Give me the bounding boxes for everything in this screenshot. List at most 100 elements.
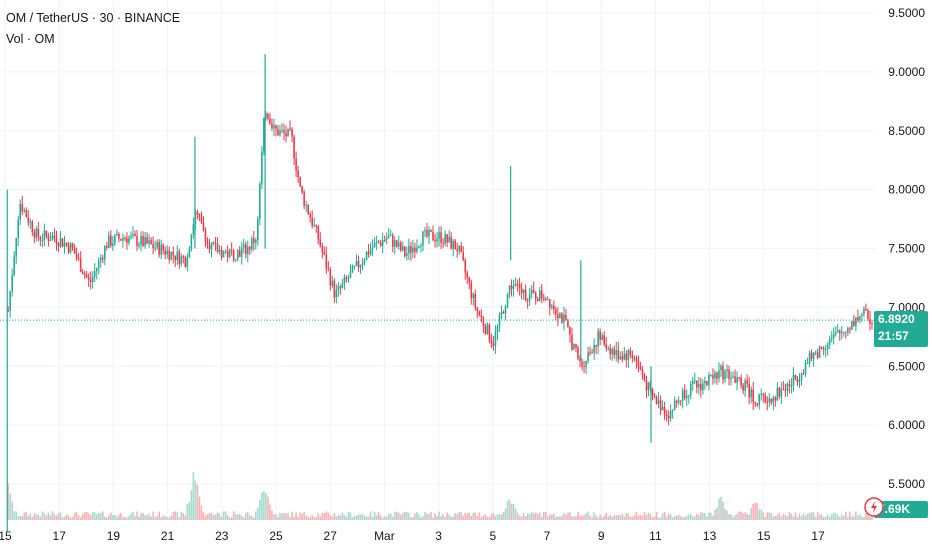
candle-body (37, 228, 40, 238)
candle-body (444, 234, 446, 244)
volume-bar (744, 512, 746, 520)
volume-bar (611, 516, 614, 520)
candle-body (551, 305, 553, 308)
volume-bar (196, 484, 199, 520)
candle-body (557, 314, 559, 319)
candle-body (67, 244, 70, 253)
volume-bar (351, 517, 354, 520)
candle-body (472, 293, 475, 299)
candle-body (283, 130, 285, 133)
candle-body (287, 128, 289, 137)
candle-body (762, 393, 765, 396)
volume-bar (204, 515, 207, 520)
candle-body (158, 242, 160, 255)
volume-bar (363, 515, 366, 520)
candle-body (615, 349, 618, 355)
candle-body (200, 217, 203, 223)
volume-bar (341, 512, 344, 520)
candle-body (311, 217, 314, 226)
candle-body (859, 315, 861, 320)
volume-bar (587, 511, 589, 520)
price-axis[interactable]: 9.5000 9.0000 8.5000 8.0000 7.5000 7.0000 6.50… (888, 6, 925, 491)
candle-body (412, 247, 414, 253)
volume-bar (784, 515, 787, 520)
candle-body (522, 289, 525, 294)
volume-bar (89, 514, 92, 520)
candle-body (202, 222, 205, 231)
candle-body (246, 247, 249, 255)
volume-bar (532, 513, 535, 520)
candle-body (555, 309, 557, 315)
volume-bar (818, 514, 821, 520)
volume-bar (619, 515, 622, 520)
candle-body (456, 249, 458, 252)
volume-bar (826, 514, 829, 520)
candle-body (869, 318, 871, 324)
candle-body (25, 210, 28, 218)
volume-bar (522, 512, 525, 520)
price-tick-label: 9.5000 (888, 6, 925, 20)
time-axis[interactable]: 15 17 19 21 23 25 27 Mar 3 5 7 9 11 13 15 17 (0, 529, 825, 543)
volume-bar (482, 515, 485, 520)
candle-body (93, 271, 96, 277)
volume-bar (788, 512, 791, 520)
candle-body (43, 230, 46, 240)
candle-body (681, 390, 684, 401)
candle-body (778, 387, 781, 397)
candle-body (236, 250, 239, 260)
candle-body (218, 249, 221, 252)
volume-bar (714, 509, 716, 520)
volume-bar (836, 515, 839, 520)
volume-bar (75, 511, 78, 520)
volume-bar (726, 510, 728, 520)
candle-body (752, 389, 754, 403)
volume-bar (77, 515, 80, 520)
flag-icon[interactable] (864, 497, 884, 517)
candle-body (255, 240, 257, 243)
candle-body (675, 400, 678, 403)
time-tick-label: 17 (53, 529, 67, 543)
volume-bar (420, 517, 422, 520)
candle-body (534, 292, 537, 300)
candle-body (293, 136, 295, 159)
volume-bar (29, 513, 32, 520)
volume-bar (782, 513, 785, 520)
candle-body (488, 324, 491, 341)
time-tick-label: Mar (374, 529, 395, 543)
candle-body (770, 398, 773, 403)
candle-body (379, 242, 382, 246)
candle-body (867, 310, 869, 319)
volume-bar (716, 507, 718, 520)
volume-bar (544, 512, 547, 520)
volume-bar (404, 512, 406, 520)
volume-bar (458, 511, 460, 520)
candle-body (77, 258, 80, 260)
last-price-badge: 6.8920 21:57 (874, 311, 928, 347)
candle-body (549, 299, 551, 308)
candle-body (339, 286, 342, 288)
volume-bar (565, 514, 567, 520)
candle-body (665, 414, 668, 416)
symbol-title[interactable]: OM / TetherUS · 30 · BINANCE (6, 11, 181, 25)
volume-bar (760, 509, 763, 520)
volume-bar (315, 517, 318, 520)
candle-body (230, 249, 233, 251)
volume-bar (67, 515, 70, 520)
volume-bar (416, 511, 418, 520)
volume-bar (79, 517, 82, 520)
volume-bar (21, 516, 24, 520)
volume-bar (508, 499, 511, 520)
volume-bar (702, 512, 704, 520)
candle-body (524, 289, 527, 301)
candle-body (700, 384, 702, 391)
volume-bar (395, 511, 398, 520)
candle-body (720, 365, 722, 371)
volume-bar (222, 511, 225, 520)
volume-bar (804, 515, 807, 520)
candle-body (484, 326, 487, 334)
volume-bar (103, 516, 106, 520)
volume-bar (675, 515, 678, 520)
candle-body (138, 244, 140, 247)
volume-label[interactable]: Vol · OM (6, 32, 55, 46)
